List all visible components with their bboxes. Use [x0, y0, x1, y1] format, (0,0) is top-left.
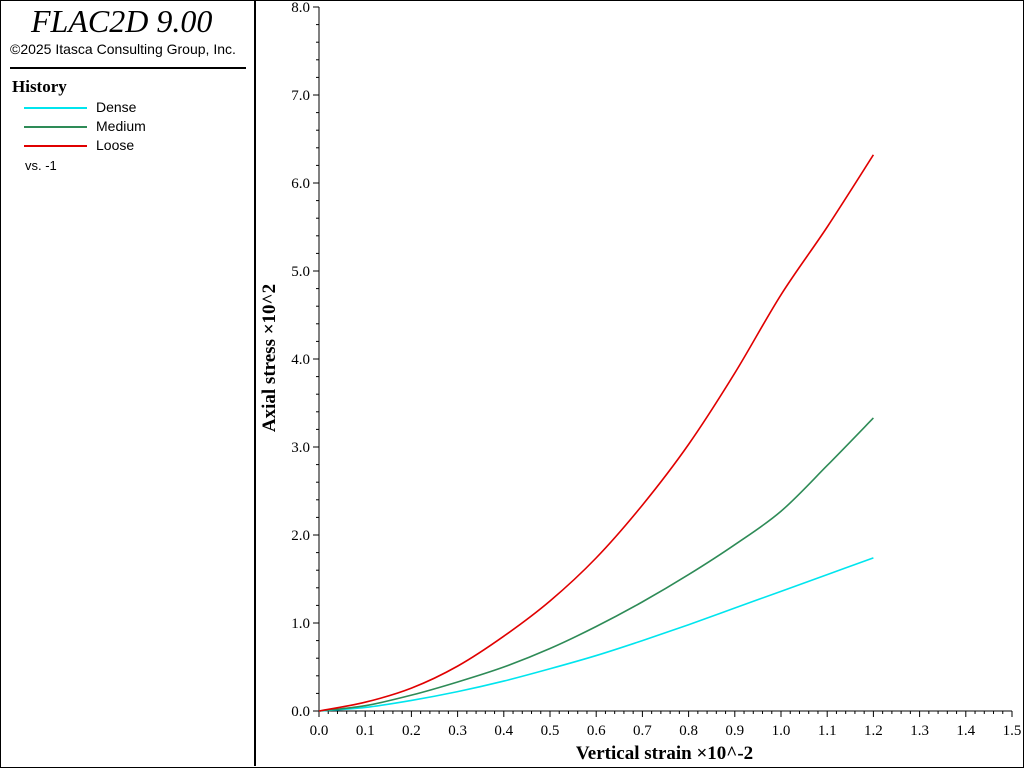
legend-panel: FLAC2D 9.00 ©2025 Itasca Consulting Grou…: [1, 1, 256, 766]
legend-swatch-medium: [24, 126, 87, 128]
vs-label: vs. -1: [25, 158, 57, 173]
x-tick-label: 0.0: [310, 723, 329, 739]
y-tick-label: 6.0: [291, 176, 310, 192]
legend-swatch-loose: [24, 145, 87, 147]
x-tick-label: 0.9: [725, 723, 744, 739]
series-line-loose: [318, 154, 875, 712]
x-tick-label: 1.1: [818, 723, 837, 739]
y-tick-label: 3.0: [291, 440, 310, 456]
y-tick-label: 4.0: [291, 352, 310, 368]
series-line-medium: [318, 417, 874, 712]
y-tick-label: 7.0: [291, 88, 310, 104]
legend-label-dense: Dense: [96, 99, 137, 115]
y-tick-label: 2.0: [291, 528, 310, 544]
copyright-text: ©2025 Itasca Consulting Group, Inc.: [10, 41, 236, 57]
x-tick-label: 0.2: [402, 723, 421, 739]
legend-swatch-dense: [24, 107, 87, 109]
x-tick-label: 0.4: [494, 723, 513, 739]
y-tick-label: 1.0: [291, 616, 310, 632]
series-line-dense: [318, 557, 874, 712]
legend-item-dense: Dense: [24, 99, 224, 117]
x-tick-label: 1.3: [910, 723, 929, 739]
x-tick-label: 1.2: [864, 723, 883, 739]
x-tick-label: 1.5: [1003, 723, 1022, 739]
x-tick-label: 1.0: [772, 723, 791, 739]
legend-heading: History: [12, 77, 67, 96]
y-tick-label: 8.0: [291, 0, 310, 16]
x-tick-label: 0.5: [541, 723, 560, 739]
y-tick-label: 5.0: [291, 264, 310, 280]
legend-label-loose: Loose: [96, 137, 135, 153]
x-tick-label: 0.8: [679, 723, 698, 739]
y-axis-title: Axial stress ×10^2: [259, 284, 280, 432]
app-title: FLAC2D 9.00: [31, 3, 213, 39]
legend-item-loose: Loose: [24, 137, 224, 155]
x-tick-label: 0.3: [448, 723, 467, 739]
y-tick-label: 0.0: [291, 704, 310, 720]
x-tick-label: 0.7: [633, 723, 652, 739]
x-tick-label: 0.1: [356, 723, 375, 739]
legend-divider: [10, 67, 246, 69]
legend-label-medium: Medium: [96, 118, 146, 134]
x-tick-label: 1.4: [956, 723, 975, 739]
legend-item-medium: Medium: [24, 118, 224, 136]
x-tick-label: 0.6: [587, 723, 606, 739]
x-axis-title: Vertical strain ×10^-2: [576, 743, 753, 764]
